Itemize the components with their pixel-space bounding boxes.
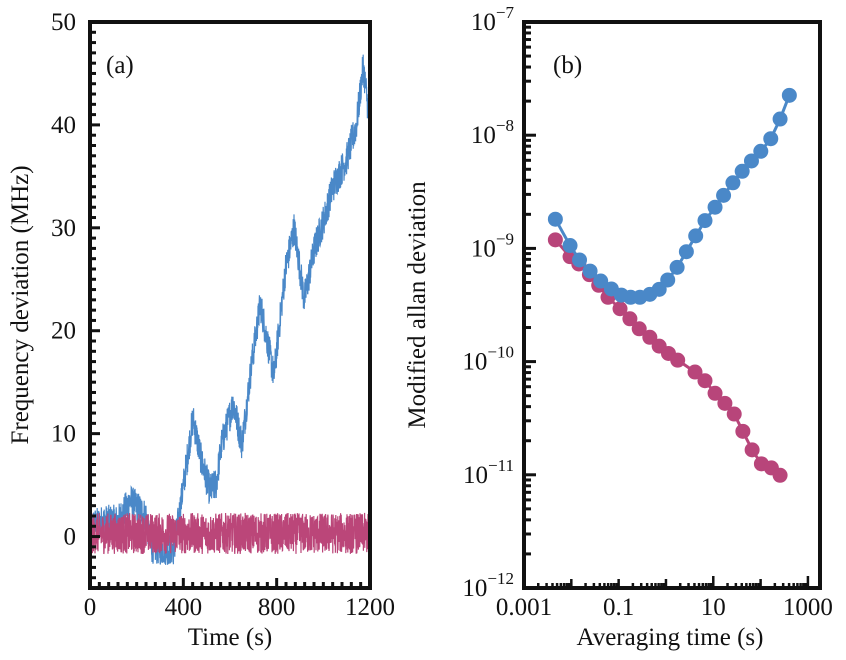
tick-exponent: −12 — [487, 569, 514, 588]
panel-b-series-0-point — [772, 111, 788, 127]
panel-b-frame — [522, 20, 822, 590]
panel-a-y-tick-label: 0 — [64, 524, 77, 551]
panel-b-series-0-point — [562, 238, 578, 254]
panel-b-y-tick-label: 10−8 — [471, 116, 514, 149]
panel-b-x-tick-label: 1000 — [783, 594, 833, 621]
panel-b-series-0-point — [697, 213, 713, 229]
tick-base: 10 — [471, 122, 496, 149]
panel-a-x-axis-title: Time (s) — [188, 624, 273, 651]
panel-b-series-1-point — [622, 311, 638, 327]
panel-a: 0 10 20 30 40 50 0 400 800 1200 (a) Time (s) Freq… — [7, 9, 395, 651]
panel-b-series-1-point — [631, 321, 647, 337]
panel-b-series-0-point — [734, 163, 750, 179]
panel-a-series-1-line — [89, 512, 371, 555]
panel-b-series-1-point — [707, 385, 723, 401]
panel-a-series-0-line — [89, 54, 371, 565]
panel-b-series-0-point — [593, 273, 609, 289]
panel-a-label: (a) — [106, 52, 134, 79]
panel-b-series-1-point — [744, 442, 760, 458]
panel-b-series-1-point — [687, 364, 703, 380]
panel-a-y-tick-label: 20 — [51, 318, 76, 345]
tick-exponent: −8 — [496, 116, 514, 135]
panel-b-series-0-point — [669, 259, 685, 275]
panel-b-series-0-point — [707, 199, 723, 215]
panel-b-series-0-point — [582, 263, 598, 279]
tick-exponent: −7 — [496, 3, 515, 22]
panel-a-y-tick-label: 50 — [51, 9, 76, 36]
panel-b-plot-area — [547, 87, 797, 483]
panel-b-series-1-point — [547, 232, 563, 248]
panel-a-ticks: 0 10 20 30 40 50 0 400 800 1200 — [51, 9, 395, 621]
panel-a-x-tick-label: 800 — [258, 594, 296, 621]
tick-base: 10 — [471, 9, 496, 36]
panel-b-series-0-point — [763, 131, 779, 147]
panel-b-series-0-point — [547, 211, 563, 227]
panel-b-x-tick-label: 10 — [701, 594, 726, 621]
panel-a-plot-area — [89, 54, 371, 565]
tick-base: 10 — [463, 462, 488, 489]
panel-b-y-tick-label: 10−9 — [471, 229, 514, 262]
panel-b-y-tick-label: 10−7 — [471, 3, 515, 36]
panel-b-series-1-point — [726, 406, 742, 422]
panel-b-y-tick-label: 10−11 — [463, 456, 514, 489]
panel-b-series-0-point — [572, 252, 588, 268]
tick-base: 10 — [462, 575, 487, 602]
panel-b-x-tick-label: 0.001 — [496, 594, 552, 621]
panel-b-series-1-point — [772, 467, 788, 483]
panel-b-series-1-point — [612, 301, 628, 317]
panel-b-label: (b) — [553, 52, 582, 79]
tick-exponent: −11 — [488, 456, 514, 475]
panel-a-y-tick-label: 30 — [51, 215, 76, 242]
panel-b-series-0-point — [678, 244, 694, 260]
panel-a-y-axis-title: Frequency deviation (MHz) — [7, 165, 34, 444]
panel-b-x-tick-label: 0.1 — [603, 594, 634, 621]
panel-a-y-tick-label: 40 — [51, 112, 76, 139]
panel-b-series-0-point — [781, 87, 797, 103]
panel-b-series-0-point — [753, 143, 769, 159]
panel-b-series-0-point — [688, 228, 704, 244]
panel-b-series-1-point — [670, 352, 686, 368]
panel-b-series-0-point — [725, 175, 741, 191]
panel-b-series-0-point — [716, 187, 732, 203]
tick-base: 10 — [471, 235, 496, 262]
panel-b-series-1-point — [642, 329, 658, 345]
panel-b-series-0-point — [743, 153, 759, 169]
tick-exponent: −9 — [496, 229, 514, 248]
panel-b-y-tick-label: 10−12 — [462, 569, 514, 602]
panel-a-y-tick-label: 10 — [51, 421, 76, 448]
panel-b-y-axis-title: Modified allan deviation — [404, 181, 431, 429]
panel-b-y-tick-label: 10−10 — [462, 343, 514, 376]
panel-b-series-1-point — [735, 423, 751, 439]
panel-b-series-1-point — [697, 373, 713, 389]
panel-b-series-1-point — [717, 395, 733, 411]
panel-a-x-tick-label: 1200 — [345, 594, 395, 621]
panel-b-x-axis-title: Averaging time (s) — [577, 624, 764, 651]
tick-exponent: −10 — [487, 343, 514, 362]
panel-b-series-0-point — [660, 272, 676, 288]
panel-a-x-tick-label: 400 — [165, 594, 203, 621]
panel-a-x-tick-label: 0 — [84, 594, 97, 621]
tick-base: 10 — [462, 349, 487, 376]
